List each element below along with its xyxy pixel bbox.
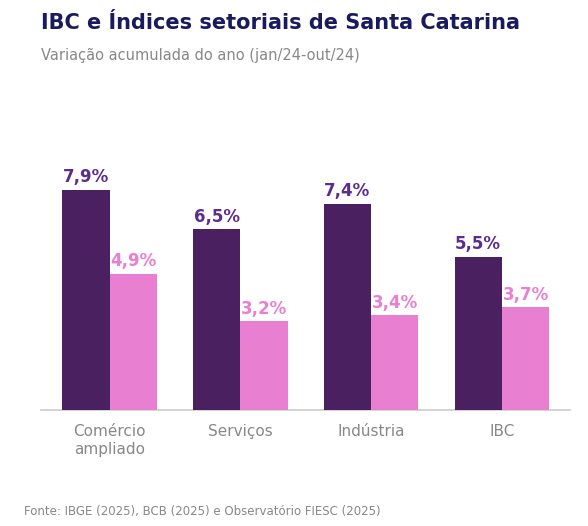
Text: Fonte: IBGE (2025), BCB (2025) e Observatório FIESC (2025): Fonte: IBGE (2025), BCB (2025) e Observa… [24,505,380,518]
Text: 3,2%: 3,2% [241,300,287,318]
Bar [62,190,109,410]
Text: 7,4%: 7,4% [325,183,370,200]
Legend: Santa Catarina, Brasil: Santa Catarina, Brasil [189,522,422,526]
Text: 7,9%: 7,9% [63,168,109,186]
Bar [455,257,502,410]
Bar [324,204,371,410]
Bar [240,321,288,410]
Text: 4,9%: 4,9% [110,252,156,270]
Text: IBC e Índices setoriais de Santa Catarina: IBC e Índices setoriais de Santa Catarin… [41,13,520,33]
Text: 3,4%: 3,4% [372,294,418,312]
Bar [502,307,549,410]
Bar [193,229,240,410]
Text: 6,5%: 6,5% [193,208,240,226]
Text: 5,5%: 5,5% [455,236,501,254]
Bar [109,274,157,410]
Bar [371,316,419,410]
Text: Variação acumulada do ano (jan/24-out/24): Variação acumulada do ano (jan/24-out/24… [41,48,360,64]
Text: 3,7%: 3,7% [502,286,549,304]
